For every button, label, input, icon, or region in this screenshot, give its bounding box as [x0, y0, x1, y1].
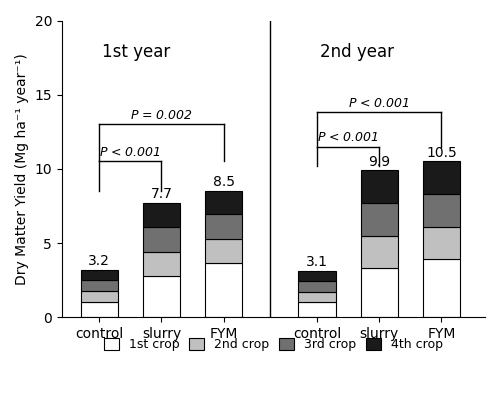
Text: 10.5: 10.5 [426, 146, 457, 160]
Bar [423, 259, 460, 317]
Bar [205, 214, 242, 239]
Bar [205, 191, 242, 214]
Text: 1st year: 1st year [102, 43, 170, 61]
Bar [298, 292, 336, 302]
Bar [423, 227, 460, 259]
Bar [360, 236, 398, 268]
Bar [298, 271, 336, 282]
Bar [360, 203, 398, 236]
Bar [205, 239, 242, 263]
Text: 9.9: 9.9 [368, 155, 390, 169]
Bar [205, 263, 242, 317]
Bar [360, 171, 398, 203]
Bar [423, 194, 460, 227]
Bar [423, 162, 460, 194]
Bar [298, 282, 336, 292]
Text: 3.2: 3.2 [88, 254, 110, 268]
Text: $P$ < 0.001: $P$ < 0.001 [100, 146, 162, 159]
Text: $P$ < 0.001: $P$ < 0.001 [317, 131, 379, 144]
Bar [360, 268, 398, 317]
Bar [80, 302, 118, 317]
Text: $P$ = 0.002: $P$ = 0.002 [130, 109, 193, 122]
Text: 8.5: 8.5 [212, 175, 234, 189]
Text: 7.7: 7.7 [150, 187, 172, 201]
Text: 2nd year: 2nd year [320, 43, 394, 61]
Bar [80, 291, 118, 302]
Text: $P$ < 0.001: $P$ < 0.001 [348, 97, 410, 110]
Bar [143, 203, 180, 228]
Bar [143, 252, 180, 277]
Bar [143, 228, 180, 252]
Bar [80, 270, 118, 280]
Bar [298, 302, 336, 317]
Bar [80, 280, 118, 291]
Bar [143, 277, 180, 317]
Text: 3.1: 3.1 [306, 255, 328, 269]
Y-axis label: Dry Matter Yield (Mg ha⁻¹ year⁻¹): Dry Matter Yield (Mg ha⁻¹ year⁻¹) [15, 53, 29, 285]
Legend: 1st crop, 2nd crop, 3rd crop, 4th crop: 1st crop, 2nd crop, 3rd crop, 4th crop [104, 338, 444, 351]
